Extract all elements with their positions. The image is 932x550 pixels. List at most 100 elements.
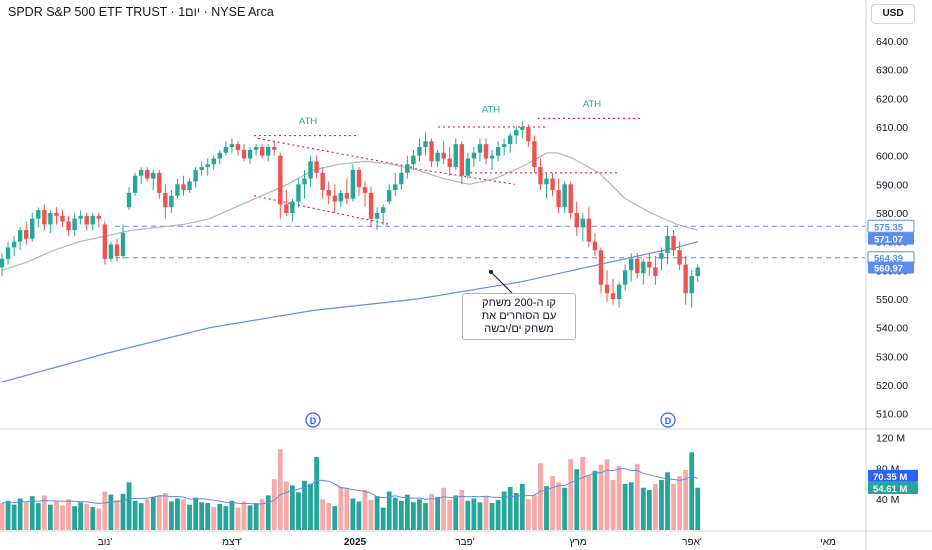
volume-bar [193, 497, 198, 530]
currency-selector[interactable]: USD [871, 4, 915, 24]
candle-body [616, 284, 622, 299]
annotation-note[interactable]: קו ה-200 משחק עם הסוחרים את משחק ים/יבשה [462, 293, 576, 340]
candle [0, 253, 5, 277]
ath-label: ATH [583, 99, 601, 110]
candle [429, 138, 434, 168]
volume-bar [459, 490, 465, 530]
volume-bar [483, 496, 489, 530]
candle [24, 221, 29, 245]
candle [138, 167, 144, 185]
price-tick-label: 520.00 [876, 380, 908, 392]
candle-body [96, 215, 101, 219]
candle [90, 212, 95, 231]
candle-body [320, 172, 325, 191]
candle-body [114, 244, 120, 256]
volume-bar [271, 479, 277, 530]
price-badge: 575.35 [867, 219, 915, 233]
volume-bar [404, 494, 410, 530]
candle [411, 149, 416, 170]
volume-bar [513, 493, 519, 530]
candle [562, 181, 567, 213]
candle [193, 167, 198, 188]
volume-bar [568, 459, 574, 530]
dividend-marker-circle [305, 412, 321, 428]
volume-bar [477, 502, 483, 530]
candle-body [586, 218, 592, 242]
volume-bar [495, 500, 501, 530]
ath-label: ATH [482, 105, 500, 116]
candle-body [526, 126, 531, 142]
volume-bar [368, 500, 374, 530]
candle [11, 235, 17, 256]
candle-body [356, 169, 362, 188]
price-tick-label: 550.00 [876, 294, 908, 306]
candle-body [145, 169, 150, 179]
volume-bar [689, 452, 695, 530]
volume-bar [247, 505, 253, 530]
candle-body [241, 149, 247, 159]
candle [272, 141, 277, 156]
dividend-marker[interactable]: D [305, 412, 321, 428]
price-tick-label: 510.00 [876, 409, 908, 421]
price-tick-label: 640.00 [876, 36, 908, 48]
volume-bar [350, 498, 356, 530]
candle-body [459, 144, 464, 176]
volume-bar [17, 498, 23, 530]
candle-body [411, 155, 416, 165]
volume-bar [441, 487, 447, 530]
candle-body [211, 158, 216, 165]
volume-bar [665, 472, 670, 530]
candle-body [556, 190, 561, 208]
candle [387, 184, 392, 205]
candle-body [647, 261, 652, 268]
candle [580, 212, 585, 242]
candle [689, 270, 694, 308]
candle-body [465, 158, 471, 176]
volume-bar [338, 486, 344, 530]
volume-moving-average [1, 467, 698, 505]
candle [417, 138, 422, 162]
candle [338, 190, 343, 208]
dividend-marker[interactable]: D [660, 412, 676, 428]
candle [217, 149, 222, 165]
volume-ma-line [1, 467, 698, 505]
volume-bar [598, 464, 604, 530]
candle [447, 147, 452, 176]
price-badge: 571.07 [868, 232, 914, 246]
volume-bar [592, 470, 598, 530]
volume-bar [162, 493, 168, 530]
candle [483, 138, 489, 165]
candle-body [471, 152, 477, 159]
candle-body [477, 144, 483, 153]
volume-bar [544, 486, 549, 530]
volume-badge-bg [868, 469, 918, 482]
candle-body [284, 204, 289, 213]
candle [598, 247, 604, 294]
volume-bar [126, 482, 132, 530]
volume-bar [41, 495, 47, 530]
volume-badge: 70.35 M [868, 469, 918, 483]
candle-body [296, 184, 301, 202]
candle [120, 224, 126, 259]
candle [441, 141, 446, 165]
candle [604, 270, 610, 302]
candle [205, 158, 210, 176]
volume-bar [217, 503, 223, 530]
candle-body [66, 221, 71, 231]
candle [187, 178, 192, 193]
candle [647, 253, 652, 277]
candle-body [193, 169, 198, 182]
candle-body [514, 129, 519, 136]
volume-bar [308, 483, 313, 530]
candle [17, 227, 23, 251]
candle [526, 124, 531, 148]
candle-body [199, 167, 204, 170]
volume-bar [265, 495, 271, 530]
candle-body [126, 192, 132, 208]
volume-badge-bg [868, 481, 918, 494]
candle [223, 141, 229, 156]
candle [30, 212, 35, 242]
volume-bar [199, 502, 205, 530]
